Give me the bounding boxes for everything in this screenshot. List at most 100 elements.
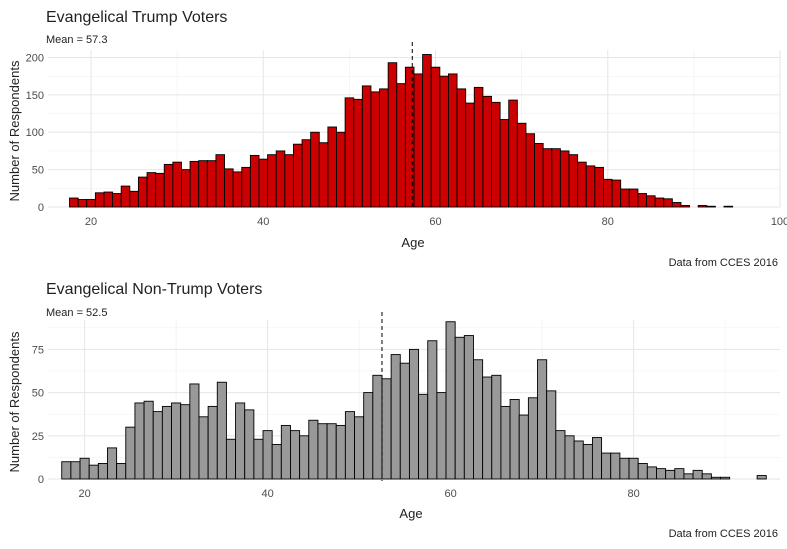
histogram-bar: [103, 191, 114, 208]
histogram-bar: [671, 202, 682, 208]
histogram-bar: [216, 381, 227, 480]
histogram-bar: [253, 438, 264, 480]
histogram-bar: [620, 188, 630, 208]
histogram-bar: [232, 171, 243, 208]
y-tick-label: 75: [32, 344, 44, 356]
histogram-bar: [143, 400, 154, 480]
y-tick-label: 0: [38, 474, 44, 486]
histogram-bar: [77, 199, 88, 208]
histogram-bar: [344, 97, 355, 208]
histogram-bar: [198, 416, 209, 480]
histogram-bar: [354, 416, 365, 480]
histogram-bar: [527, 397, 538, 480]
histogram-bar: [318, 142, 329, 208]
histogram-bar: [308, 419, 319, 480]
histogram-bar: [224, 168, 234, 208]
histogram-bar: [637, 193, 647, 208]
histogram-bar: [628, 457, 639, 480]
histogram-bar: [559, 150, 570, 208]
histogram-bar: [637, 463, 648, 480]
histogram-bar: [120, 185, 131, 208]
histogram-bar: [555, 430, 566, 480]
histogram-bar: [152, 411, 163, 480]
x-tick-label: 40: [261, 488, 273, 500]
histogram-bar: [710, 476, 721, 480]
histogram-bar: [317, 423, 328, 480]
histogram-bar: [665, 469, 676, 480]
histogram-bar: [491, 374, 502, 480]
histogram-bar: [327, 126, 337, 208]
x-axis-ticks: 20 40 60 80: [78, 488, 639, 500]
histogram-bar: [720, 476, 731, 480]
histogram-bar: [198, 160, 208, 208]
histogram-bar: [518, 414, 529, 480]
histogram-bar: [499, 119, 510, 208]
chart-caption: Data from CCES 2016: [669, 257, 778, 269]
x-tick-label: 40: [257, 216, 269, 228]
histogram-bar: [568, 154, 579, 208]
histogram-bar: [436, 392, 447, 480]
histogram-bar: [422, 54, 432, 208]
histogram-bar: [577, 161, 587, 208]
histogram-bar: [585, 165, 596, 208]
histogram-bar: [381, 378, 392, 480]
histogram-bar: [611, 179, 622, 208]
histogram-bar: [701, 473, 712, 480]
histogram-bar: [387, 62, 398, 208]
histogram-bar: [525, 133, 536, 208]
histogram-bar: [163, 163, 174, 208]
histogram-bar: [79, 457, 90, 480]
histogram-bar: [363, 392, 374, 480]
chart-caption: Data from CCES 2016: [669, 528, 778, 540]
histogram-bar: [155, 172, 165, 208]
histogram-bar: [610, 452, 621, 480]
histogram-bar: [427, 340, 438, 480]
histogram-bar: [235, 402, 246, 480]
histogram-bar: [336, 131, 346, 208]
y-axis-ticks: 0 50 100 150 200: [26, 52, 44, 214]
histogram-bar: [619, 457, 630, 480]
histogram-bar: [310, 131, 320, 208]
histogram-bar: [181, 169, 191, 208]
x-tick-label: 20: [78, 488, 90, 500]
histogram-bar: [534, 142, 544, 208]
y-axis-label: Number of Respondents: [7, 60, 22, 201]
histogram-bar: [509, 399, 520, 480]
chart-subtitle: Mean = 57.3: [46, 34, 107, 46]
histogram-bar: [125, 426, 136, 480]
histogram-bar: [134, 402, 145, 480]
histogram-bar: [180, 404, 191, 480]
x-tick-label: 60: [444, 488, 456, 500]
histogram-bar: [430, 66, 441, 208]
x-tick-label: 20: [85, 216, 97, 228]
histogram-bar: [418, 393, 429, 480]
histogram-bar: [456, 88, 467, 208]
y-axis-label: Number of Respondents: [7, 331, 22, 472]
histogram-bar: [445, 321, 456, 480]
histogram-bar: [249, 154, 260, 208]
histogram-bar: [591, 437, 603, 480]
histogram-bar: [408, 348, 420, 480]
histogram-bar: [413, 73, 424, 208]
histogram-bar: [206, 160, 217, 208]
histogram-bar: [258, 158, 269, 208]
histogram-bar: [656, 468, 667, 480]
y-tick-label: 200: [26, 52, 44, 64]
histogram-bar: [482, 95, 492, 208]
histogram-bar: [683, 473, 694, 480]
y-tick-label: 25: [32, 431, 44, 443]
histogram-bar: [97, 463, 108, 480]
x-axis-label: Age: [399, 506, 422, 521]
histogram-bar: [582, 443, 593, 480]
histogram-bar: [299, 435, 310, 480]
histogram-bar: [112, 193, 122, 208]
y-axis-ticks: 0 25 50 75: [32, 344, 44, 486]
histogram-bar: [537, 359, 548, 480]
histogram-bar: [646, 466, 657, 480]
histogram-bar: [482, 376, 493, 480]
histogram-bar: [61, 461, 72, 480]
histogram-bar: [465, 102, 475, 208]
histogram-bar: [284, 154, 294, 208]
